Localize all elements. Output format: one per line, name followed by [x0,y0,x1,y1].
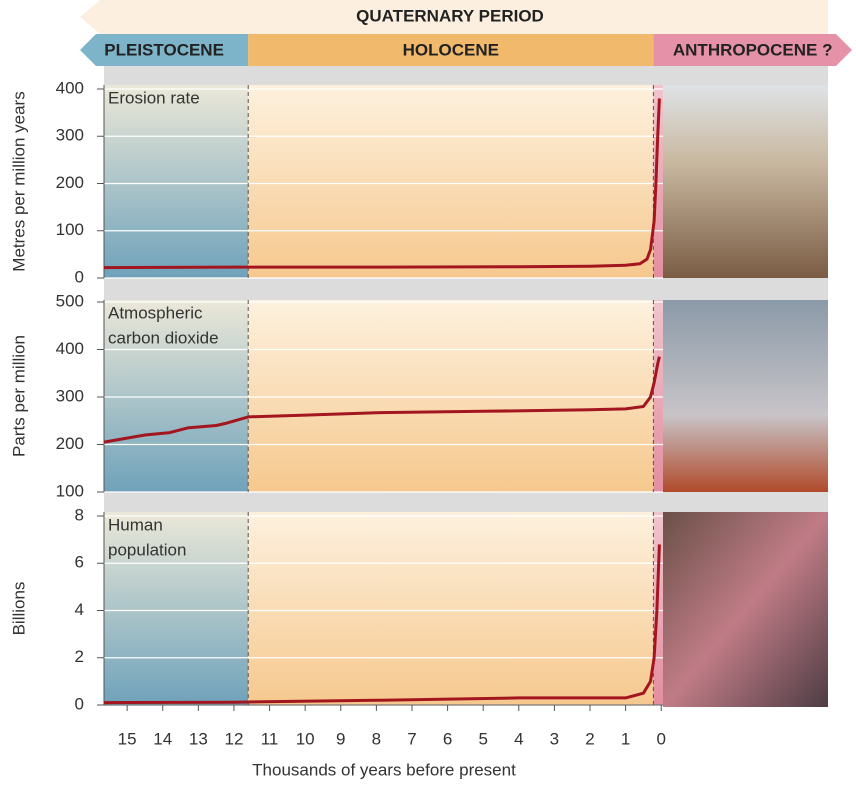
panel-label: carbon dioxide [108,328,219,347]
x-tick-label: 10 [296,729,315,748]
x-tick-label: 11 [261,729,279,748]
epoch-label: HOLOCENE [403,40,499,59]
y-axis-label: Metres per million years [9,91,28,271]
y-axis-label: Parts per million [9,335,28,457]
x-tick-label: 8 [372,729,381,748]
data-line [103,98,661,270]
epoch-background [653,85,663,278]
y-tick-label: 0 [75,267,84,286]
gap [104,278,828,300]
y-tick-label: 400 [56,339,84,358]
y-tick-label: 6 [75,553,84,572]
epoch-background [248,85,654,278]
epoch-label: PLEISTOCENE [104,40,224,59]
photo [663,300,828,492]
epoch-banner [248,34,654,66]
x-axis-label: Thousands of years before present [252,760,516,779]
y-tick-label: 2 [75,647,84,666]
x-tick-label: 9 [336,729,345,748]
x-tick-label: 5 [478,729,487,748]
panel-label: Erosion rate [108,88,200,107]
period-banner [80,0,828,34]
y-tick-label: 4 [75,600,84,619]
epoch-background [248,300,654,492]
x-tick-label: 13 [189,729,208,748]
y-tick-label: 500 [56,291,84,310]
panel-label: Atmospheric [108,303,203,322]
x-tick-label: 12 [224,729,243,748]
epoch-background [104,512,249,705]
x-tick-label: 3 [550,729,559,748]
epoch-banner [80,34,249,66]
y-tick-label: 0 [75,694,84,713]
y-tick-label: 100 [56,220,84,239]
x-tick-label: 15 [118,729,137,748]
data-line [103,544,661,705]
period-title: QUATERNARY PERIOD [356,6,544,25]
x-tick-label: 2 [585,729,594,748]
x-tick-label: 0 [656,729,665,748]
epoch-background [653,300,663,492]
y-tick-label: 200 [56,173,84,192]
gap [104,492,828,512]
y-axis-label: Billions [9,582,28,636]
y-tick-label: 200 [56,434,84,453]
data-line [103,356,661,444]
y-tick-label: 100 [56,481,84,500]
x-tick-label: 14 [153,729,172,748]
gap [104,66,828,85]
epoch-background [248,512,654,705]
y-tick-label: 8 [75,505,84,524]
y-tick-label: 300 [56,126,84,145]
photo [663,85,828,278]
y-tick-label: 300 [56,386,84,405]
x-tick-label: 6 [443,729,452,748]
x-tick-label: 1 [621,729,630,748]
y-tick-label: 400 [56,78,84,97]
x-tick-label: 7 [407,729,416,748]
epoch-label: ANTHROPOCENE ? [673,40,833,59]
photo [663,512,828,707]
epoch-background [104,85,249,278]
epoch-banner [653,34,852,66]
x-tick-label: 4 [514,729,523,748]
epoch-background [104,300,249,492]
panel-label: Human [108,515,163,534]
panel-label: population [108,540,186,559]
